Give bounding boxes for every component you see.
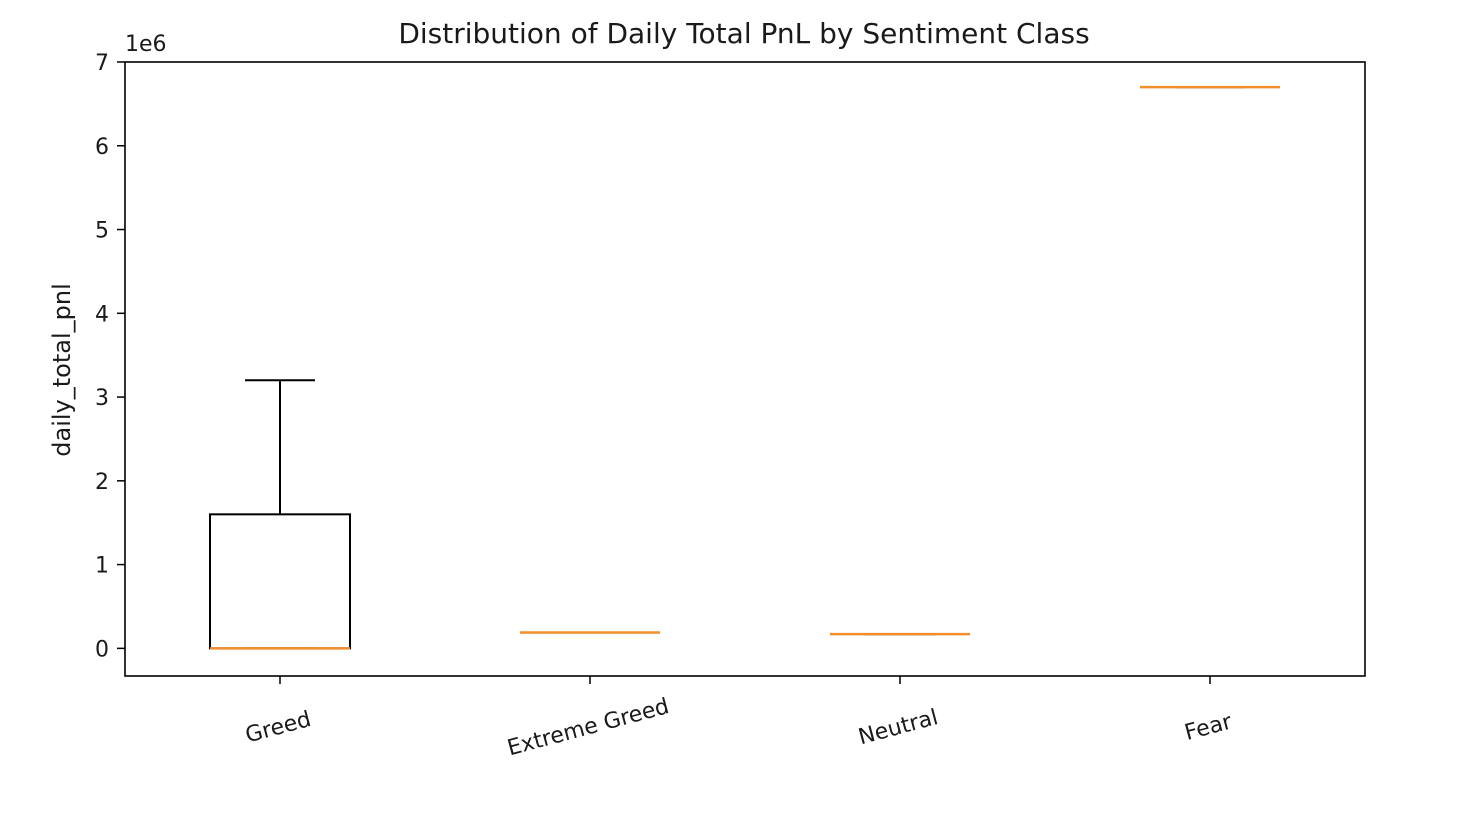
y-tick-label: 2	[95, 470, 109, 495]
y-tick-label: 1	[95, 554, 109, 579]
x-tick-label: Extreme Greed	[505, 694, 672, 761]
y-tick-label: 7	[95, 51, 109, 76]
y-offset-label: 1e6	[125, 32, 167, 57]
y-tick-label: 5	[95, 219, 109, 244]
chart-title: Distribution of Daily Total PnL by Senti…	[398, 17, 1089, 50]
x-tick-label: Greed	[243, 707, 314, 748]
y-tick-label: 6	[95, 135, 109, 160]
y-tick-label: 0	[95, 637, 109, 662]
plot-frame	[124, 61, 1366, 677]
y-axis-label: daily_total_pnl	[48, 283, 76, 456]
boxes-group	[209, 85, 1280, 650]
y-tick-label: 4	[95, 302, 109, 327]
box-iqr	[209, 513, 351, 650]
y-axis-ticks: 0 1 2 3 4 5 6 7	[95, 51, 125, 662]
x-tick-label: Neutral	[856, 705, 941, 750]
x-tick-label: Fear	[1182, 709, 1235, 746]
x-axis-ticks: Greed Extreme Greed Neutral Fear	[243, 676, 1235, 761]
y-tick-label: 3	[95, 386, 109, 411]
